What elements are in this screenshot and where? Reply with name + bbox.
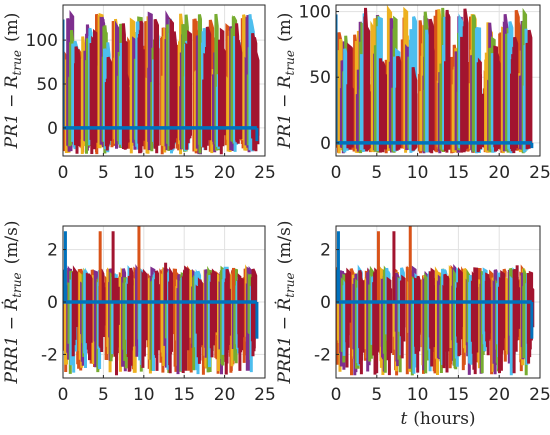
x-tick-label: 0 [58,163,69,183]
x-tick-label: 15 [448,163,470,183]
x-tick-label: 25 [254,385,276,405]
x-tick-label: 0 [331,163,342,183]
x-tick-label: 15 [173,385,195,405]
y-axis-label-unit: (m) [275,13,295,42]
x-tick-label: 10 [133,385,155,405]
x-tick-label: 5 [371,163,382,183]
axes-frame [62,4,266,157]
trace-group [63,9,260,155]
x-axis-label-unit: (hours) [413,409,475,429]
y-axis-label-sub: true [10,272,24,297]
x-tick-label: 10 [407,385,429,405]
x-tick-label: 5 [98,385,109,405]
series-line-6 [74,17,260,155]
y-tick-label: 50 [36,75,58,95]
y-tick-label: 50 [309,68,331,88]
y-tick-label: 100 [26,31,58,51]
x-tick-label: 10 [133,163,155,183]
y-axis-label-unit: (m/s) [275,221,295,265]
y-tick-label: -2 [314,345,331,365]
y-axis-label: PR1 − Rtrue (m) [275,13,297,150]
x-tick-label: 20 [214,163,236,183]
y-axis-label-sub: true [283,50,297,75]
x-tick-label: 5 [98,163,109,183]
x-tick-label: 20 [488,163,510,183]
trace-group [336,5,534,154]
y-tick-label: 0 [320,293,331,313]
trace-group [63,226,259,376]
y-tick-label: -2 [41,345,58,365]
y-axis-label-unit: (m) [2,13,22,42]
y-axis-label: PRR1 − Ṙtrue (m/s) [274,221,297,385]
x-axis-label: t (hours) [400,409,475,429]
y-axis-label-main: PRR1 − Ṙ [274,298,295,385]
y-axis-label: PR1 − Rtrue (m) [2,13,24,150]
trace-group [336,226,535,376]
y-axis-label-sub: true [10,50,24,75]
chart-panel-top-right: 0 5 10 15 20 25 0 50 100 PR1 − Rtrue (m) [275,3,550,183]
x-tick-label: 20 [214,385,236,405]
x-tick-label: 5 [371,385,382,405]
y-tick-label: 100 [299,3,331,23]
x-tick-label: 0 [331,385,342,405]
x-tick-label: 20 [488,385,510,405]
y-axis-label: PRR1 − Ṙtrue (m/s) [1,221,24,385]
x-tick-label: 10 [407,163,429,183]
x-tick-label: 25 [529,385,550,405]
y-tick-label: 0 [320,134,331,154]
y-axis-label-sub: true [283,272,297,297]
y-axis-label-main: PR1 − R [2,75,22,149]
x-tick-label: 0 [58,385,69,405]
axes-frame [335,4,541,157]
x-axis-label-var: t [400,409,407,429]
y-tick-label: 2 [320,241,331,261]
y-tick-label: 0 [47,293,58,313]
x-tick-label: 15 [448,385,470,405]
chart-panel-top-left: 0 5 10 15 20 25 0 50 100 PR1 − Rtrue (m) [2,4,276,183]
y-axis-label-unit: (m/s) [2,221,22,265]
y-axis-label-main: PRR1 − Ṙ [1,298,22,385]
y-axis-label-main: PR1 − R [275,75,295,149]
x-tick-label: 25 [254,163,276,183]
series-line-6 [71,265,258,376]
x-tick-label: 25 [529,163,550,183]
y-tick-label: 0 [47,119,58,139]
x-tick-label: 15 [173,163,195,183]
y-tick-label: 2 [47,241,58,261]
series-line-6 [346,7,533,154]
